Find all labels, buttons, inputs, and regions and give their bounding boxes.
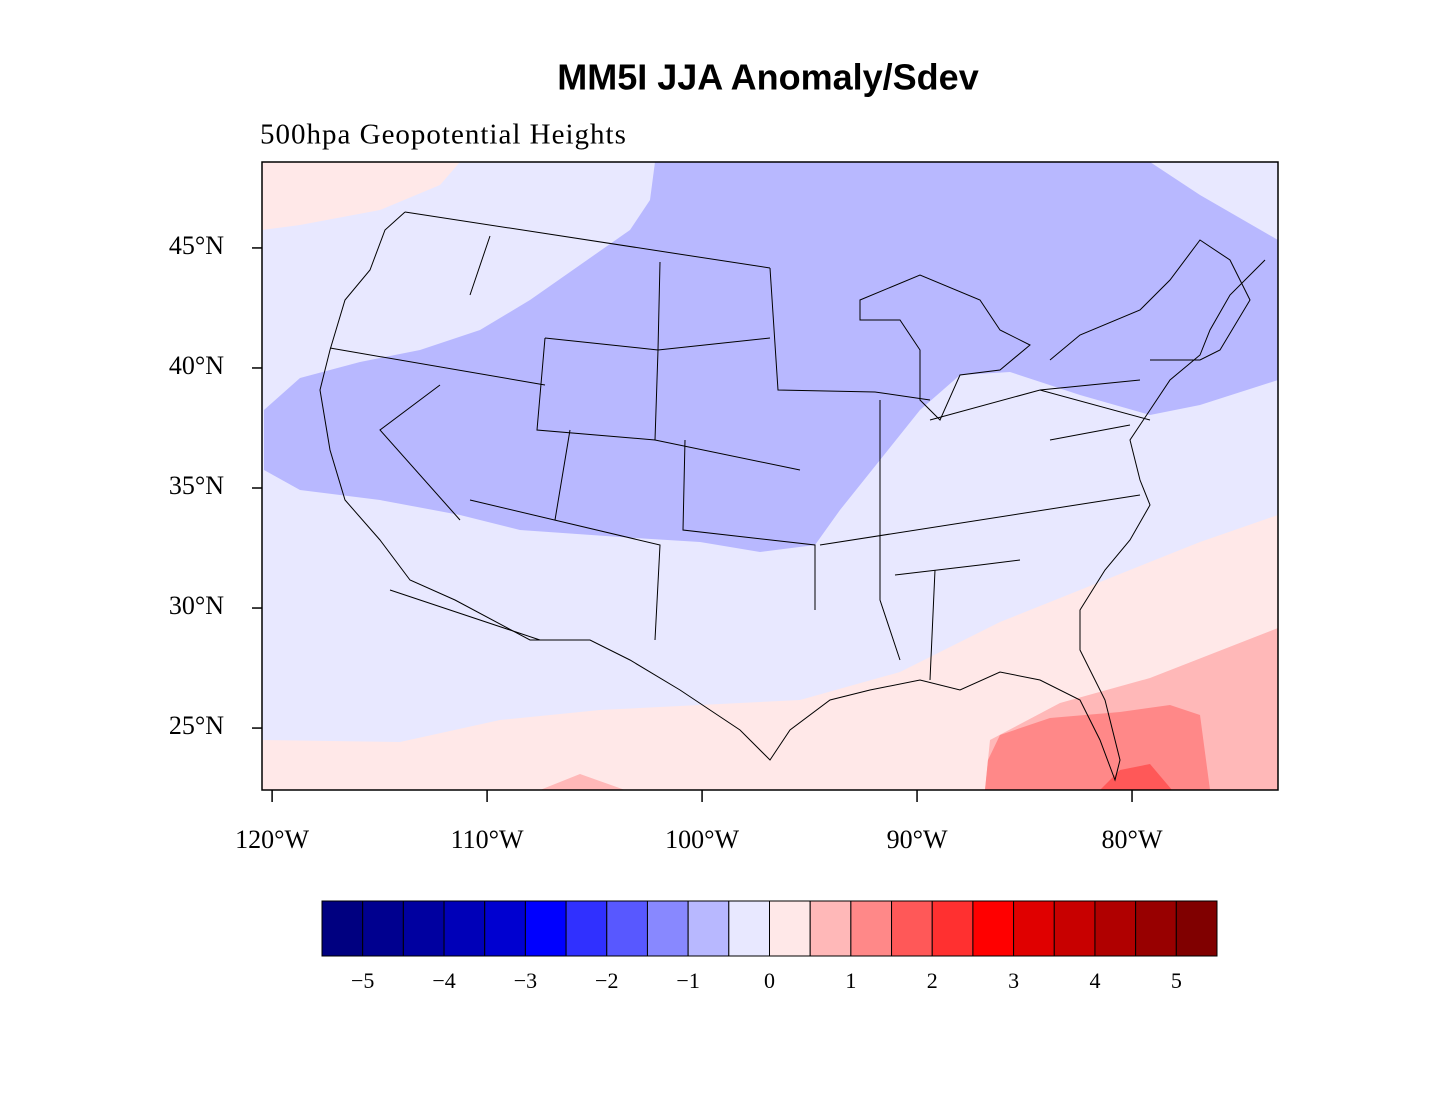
colorbar-box (606, 900, 648, 957)
lon-tick-label: 120°W (235, 825, 309, 854)
lat-tick-label: 25°N (169, 711, 224, 740)
boundaries (319, 211, 1266, 782)
colorbar-box (809, 900, 852, 957)
map-frame (261, 161, 1279, 791)
colorbar-label: 3 (1008, 968, 1019, 993)
lat-tick-label: 35°N (169, 471, 224, 500)
colorbar-box (891, 900, 933, 957)
colorbar-box (484, 900, 526, 957)
lon-tick-label: 100°W (665, 825, 739, 854)
colorbar-box (972, 900, 1015, 957)
colorbar-label: 4 (1089, 968, 1100, 993)
anomaly-field (262, 162, 1278, 790)
colorbar-label: 5 (1171, 968, 1182, 993)
colorbar-box (687, 900, 730, 957)
lon-tick-label: 80°W (1102, 825, 1163, 854)
subtitle: 500hpa Geopotential Heights (260, 119, 627, 151)
colorbar-label: 2 (927, 968, 938, 993)
lat-tick-label: 45°N (169, 231, 224, 260)
lat-tick-label: 30°N (169, 591, 224, 620)
colorbar-label: −2 (595, 968, 618, 993)
field-band (262, 515, 1278, 790)
title: MM5I JJA Anomaly/Sdev (557, 57, 978, 98)
colorbar-box (443, 900, 486, 957)
colorbar-box (565, 900, 608, 957)
colorbar-box (524, 900, 567, 957)
colorbar-label: 1 (845, 968, 856, 993)
colorbar-box (1094, 900, 1137, 957)
colorbar-box (1013, 900, 1055, 957)
lon-tick-label: 90°W (887, 825, 948, 854)
colorbar-label: −4 (432, 968, 455, 993)
colorbar-box (402, 900, 445, 957)
field-band (262, 162, 460, 230)
field-band (1100, 764, 1172, 790)
lon-tick-label: 110°W (451, 825, 524, 854)
field-band (264, 162, 1278, 552)
colorbar-label: −3 (514, 968, 537, 993)
colorbar-label: −1 (676, 968, 699, 993)
colorbar-box (1053, 900, 1096, 957)
colorbar-box (728, 900, 770, 957)
colorbar-box (850, 900, 893, 957)
colorbar-box (769, 900, 811, 957)
colorbar-box (321, 900, 364, 957)
colorbar-box (931, 900, 974, 957)
field-band (540, 774, 625, 790)
lat-tick-label: 40°N (169, 351, 224, 380)
colorbar-box (1175, 900, 1218, 957)
colorbar: −5 −4 −3 −2 −1 0 1 2 3 4 5 (321, 900, 1218, 993)
colorbar-box (1135, 900, 1177, 957)
colorbar-label: 0 (764, 968, 775, 993)
colorbar-box (646, 900, 689, 957)
colorbar-box (362, 900, 404, 957)
colorbar-label: −5 (351, 968, 374, 993)
